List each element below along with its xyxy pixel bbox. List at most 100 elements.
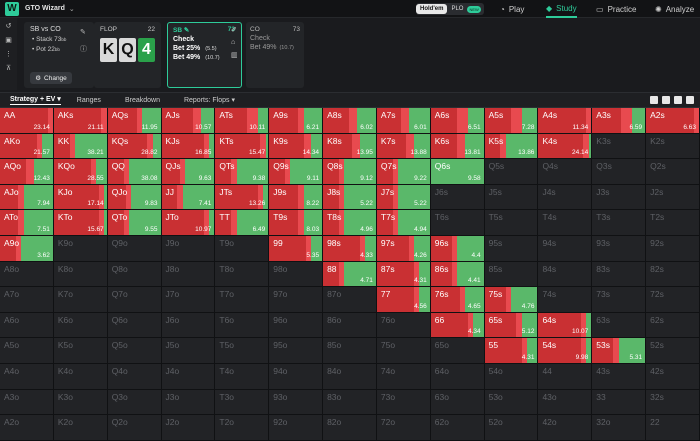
book-icon[interactable]: ▥ <box>231 52 238 59</box>
hand-cell[interactable]: K5o <box>53 338 108 364</box>
nav-analyze[interactable]: ✺ Analyze <box>655 4 695 14</box>
hand-cell[interactable]: Q2s <box>646 159 700 185</box>
hand-cell[interactable]: K9o <box>53 235 108 262</box>
sb-action-card[interactable]: SB ✎ 73 Check Bet 25% (5.5) Bet 49% (10.7) <box>167 22 242 88</box>
hand-cell[interactable]: 33 <box>592 389 647 416</box>
hand-cell[interactable]: 83o <box>323 389 377 416</box>
reset-icon[interactable]: ↺ <box>5 23 12 30</box>
list-view-icon[interactable] <box>686 96 694 104</box>
hand-cell[interactable]: K3o <box>53 389 108 416</box>
hand-cell[interactable]: Q5o <box>107 338 162 364</box>
tab-ranges[interactable]: Ranges <box>76 96 101 104</box>
hand-cell[interactable]: J7s 5.22 <box>376 184 431 211</box>
hand-cell[interactable]: 77 4.56 <box>376 287 431 313</box>
hand-cell[interactable]: AA 23.14 <box>0 108 54 134</box>
hand-cell[interactable]: J7o <box>161 287 216 313</box>
hand-cell[interactable]: QTs 9.38 <box>215 159 270 185</box>
hand-cell[interactable]: 95o <box>269 338 324 364</box>
hand-cell[interactable]: 87o <box>323 287 377 313</box>
collapse-icon[interactable]: ⊼ <box>5 65 12 72</box>
hand-cell[interactable]: AKo 21.57 <box>0 133 54 160</box>
hand-cell[interactable]: A2s 6.63 <box>646 108 700 134</box>
hand-cell[interactable]: T9o <box>215 235 270 262</box>
hand-cell[interactable]: 43s <box>592 363 647 390</box>
hand-cell[interactable]: A7s 6.01 <box>376 108 431 134</box>
hand-cell[interactable]: 55 4.31 <box>484 338 539 364</box>
hand-cell[interactable]: A9o 3.62 <box>0 235 54 262</box>
hand-cell[interactable]: K7o <box>53 287 108 313</box>
hand-cell[interactable]: QJo 9.83 <box>107 184 162 211</box>
hand-cell[interactable]: 97o <box>269 287 324 313</box>
hand-cell[interactable]: A6s 6.51 <box>430 108 485 134</box>
hand-cell[interactable]: AKs 21.11 <box>53 108 108 134</box>
color-mode-icon[interactable] <box>650 96 658 104</box>
hand-cell[interactable]: J2o <box>161 415 216 441</box>
hand-cell[interactable]: 86o <box>323 312 377 339</box>
hand-cell[interactable]: 53s 5.31 <box>592 338 647 364</box>
hand-cell[interactable]: K4o <box>53 363 108 390</box>
nav-practice[interactable]: ▭ Practice <box>596 4 637 14</box>
hand-cell[interactable]: Q9s 9.11 <box>269 159 324 185</box>
tab-strategy-ev[interactable]: Strategy + EV ▾ <box>10 96 61 105</box>
sb-action-check[interactable]: Check <box>173 36 195 43</box>
hand-cell[interactable]: 75o <box>376 338 431 364</box>
hand-cell[interactable]: 86s 4.41 <box>430 261 485 288</box>
hand-cell[interactable]: KTs 15.47 <box>215 133 270 160</box>
hand-cell[interactable]: 42s <box>646 363 700 390</box>
co-action-card[interactable]: CO 73 Check Bet 49% (10.7) <box>246 22 304 88</box>
hand-cell[interactable]: 83s <box>592 261 647 288</box>
hand-cell[interactable]: J8s 5.22 <box>323 184 377 211</box>
hand-cell[interactable]: 64o <box>430 363 485 390</box>
hand-cell[interactable]: T9s 8.03 <box>269 210 324 236</box>
hand-cell[interactable]: 92s <box>646 235 700 262</box>
hand-cell[interactable]: Q6o <box>107 312 162 339</box>
hand-cell[interactable]: 95s <box>484 235 539 262</box>
hand-cell[interactable]: QJs 9.63 <box>161 159 216 185</box>
hand-cell[interactable]: 85s <box>484 261 539 288</box>
hand-cell[interactable]: 72s <box>646 287 700 313</box>
hand-cell[interactable]: 92o <box>269 415 324 441</box>
nav-study[interactable]: ◆ Study <box>546 0 577 18</box>
hand-cell[interactable]: Q9o <box>107 235 162 262</box>
sb-action-bet49[interactable]: Bet 49% (10.7) <box>173 54 220 61</box>
hand-cell[interactable]: 74o <box>376 363 431 390</box>
chevron-down-icon[interactable]: ⌄ <box>68 5 75 13</box>
hand-cell[interactable]: KTo 15.67 <box>53 210 108 236</box>
hand-cell[interactable]: KK 38.21 <box>53 133 108 160</box>
hand-cell[interactable]: T3s <box>592 210 647 236</box>
hand-cell[interactable]: 63o <box>430 389 485 416</box>
hand-cell[interactable]: KQo 28.55 <box>53 159 108 185</box>
hand-cell[interactable]: T4s <box>538 210 593 236</box>
hand-cell[interactable]: 64s 10.07 <box>538 312 593 339</box>
hand-cell[interactable]: K7s 13.88 <box>376 133 431 160</box>
hand-cell[interactable]: 74s <box>538 287 593 313</box>
hand-cell[interactable]: JTs 13.26 <box>215 184 270 211</box>
hand-cell[interactable]: 99 5.35 <box>269 235 324 262</box>
hand-cell[interactable]: Q3o <box>107 389 162 416</box>
hand-cell[interactable]: T5s <box>484 210 539 236</box>
hand-cell[interactable]: Q8o <box>107 261 162 288</box>
hand-cell[interactable]: J9s 8.22 <box>269 184 324 211</box>
hand-cell[interactable]: T3o <box>215 389 270 416</box>
edit-icon[interactable]: ✎ <box>80 29 86 36</box>
hand-cell[interactable]: TT 6.49 <box>215 210 270 236</box>
hand-cell[interactable]: K3s <box>592 133 647 160</box>
hand-cell[interactable]: A8s 6.02 <box>323 108 377 134</box>
tab-reports-flops[interactable]: Reports: Flops ▾ <box>183 97 235 104</box>
hand-cell[interactable]: 94s <box>538 235 593 262</box>
flop-card[interactable]: FLOP 22 K Q 4 <box>94 22 161 88</box>
hand-cell[interactable]: 54s 9.98 <box>538 338 593 364</box>
hand-cell[interactable]: 65s 5.12 <box>484 312 539 339</box>
hand-cell[interactable]: K5s 13.86 <box>484 133 539 160</box>
hand-cell[interactable]: AQs 11.95 <box>107 108 162 134</box>
hand-cell[interactable]: Q8s 9.12 <box>323 159 377 185</box>
hand-cell[interactable]: K2o <box>53 415 108 441</box>
hand-cell[interactable]: 42o <box>538 415 593 441</box>
hand-cell[interactable]: A7o <box>0 287 54 313</box>
hand-cell[interactable]: 52s <box>646 338 700 364</box>
hand-cell[interactable]: T7o <box>215 287 270 313</box>
hand-cell[interactable]: J3s <box>592 184 647 211</box>
save-icon[interactable]: ▣ <box>5 37 12 44</box>
hand-cell[interactable]: 88 4.71 <box>323 261 377 288</box>
sb-action-bet25[interactable]: Bet 25% (5.5) <box>173 45 217 52</box>
